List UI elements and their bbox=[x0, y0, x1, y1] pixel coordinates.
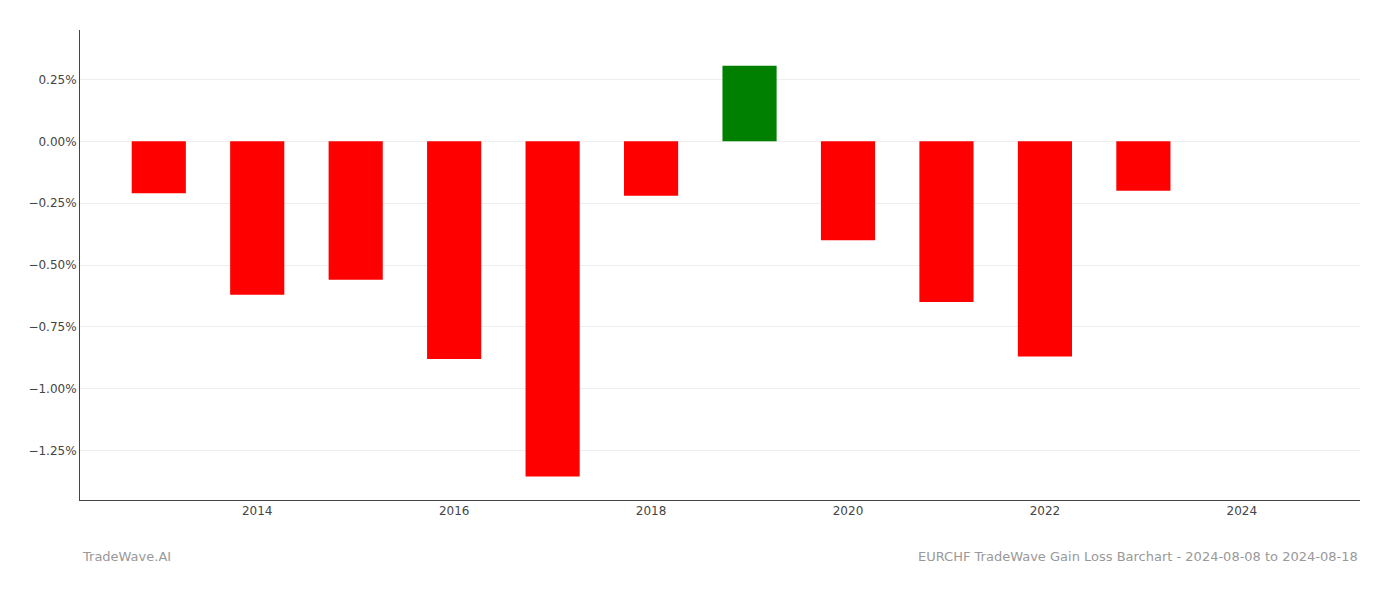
svg-text:2014: 2014 bbox=[242, 504, 273, 518]
svg-text:2016: 2016 bbox=[439, 504, 470, 518]
svg-text:EURCHF TradeWave Gain Loss Bar: EURCHF TradeWave Gain Loss Barchart - 20… bbox=[918, 549, 1358, 564]
svg-text:2024: 2024 bbox=[1227, 504, 1258, 518]
svg-text:0.25%: 0.25% bbox=[38, 73, 76, 87]
svg-text:−1.00%: −1.00% bbox=[28, 382, 76, 396]
svg-text:2020: 2020 bbox=[833, 504, 864, 518]
svg-text:−1.25%: −1.25% bbox=[28, 444, 76, 458]
svg-text:−0.75%: −0.75% bbox=[28, 320, 76, 334]
svg-text:2018: 2018 bbox=[636, 504, 667, 518]
svg-text:0.00%: 0.00% bbox=[38, 135, 76, 149]
svg-text:−0.25%: −0.25% bbox=[28, 196, 76, 210]
svg-text:2022: 2022 bbox=[1030, 504, 1061, 518]
svg-text:−0.50%: −0.50% bbox=[28, 258, 76, 272]
svg-text:TradeWave.AI: TradeWave.AI bbox=[82, 549, 171, 564]
